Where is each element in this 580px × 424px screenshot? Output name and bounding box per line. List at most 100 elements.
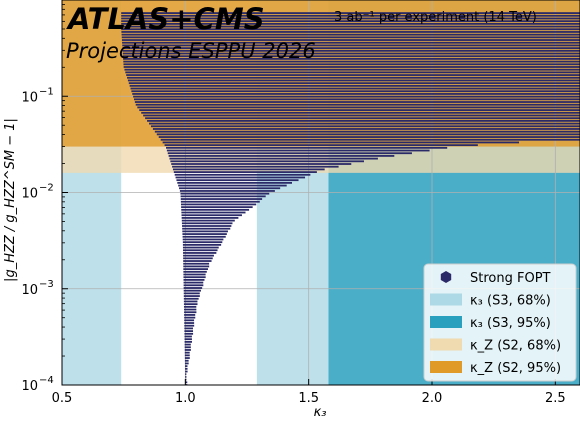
strong-fopt-point-strip-136	[121, 17, 580, 20]
strong-fopt-point-strip-64	[181, 211, 246, 214]
strong-fopt-point-strip-110	[130, 87, 580, 90]
strong-fopt-point-strip-90	[162, 141, 520, 144]
strong-fopt-point-strip-89	[164, 144, 478, 147]
strong-fopt-point-strip-97	[149, 122, 580, 125]
strong-fopt-point-strip-7	[185, 365, 188, 368]
strong-fopt-point-strip-54	[182, 238, 224, 241]
strong-fopt-point-strip-56	[182, 233, 227, 235]
strong-fopt-point-strip-117	[124, 68, 580, 71]
x-tick-label-4: 2.5	[545, 391, 566, 406]
chart-title: ATLAS+CMS	[66, 2, 265, 36]
strong-fopt-point-strip-2	[185, 378, 187, 381]
strong-fopt-point-strip-116	[125, 71, 580, 74]
strong-fopt-point-strip-95	[152, 128, 580, 130]
strong-fopt-point-strip-108	[132, 93, 580, 95]
legend: Strong FOPT κ₃ (S3, 68%) κ₃ (S3, 95%) κ_Z (…	[423, 263, 577, 382]
legend-label-2: κ₃ (S3, 95%)	[470, 316, 551, 331]
strong-fopt-point-strip-6	[185, 367, 188, 370]
strong-fopt-point-strip-79	[173, 171, 317, 173]
strong-fopt-point-strip-44	[183, 265, 210, 268]
strong-fopt-point-strip-65	[181, 208, 250, 211]
strong-fopt-point-strip-57	[182, 230, 228, 233]
strong-fopt-point-strip-11	[184, 354, 190, 357]
energy-annotation: 3 ab⁻¹ per experiment (14 TeV)	[334, 10, 537, 25]
strong-fopt-point-strip-115	[126, 74, 580, 76]
legend-label-4: κ_Z (S2, 95%)	[470, 361, 561, 376]
strong-fopt-point-strip-45	[183, 262, 210, 265]
strong-fopt-point-strip-61	[181, 219, 235, 222]
legend-swatch-4	[430, 361, 462, 373]
strong-fopt-point-strip-70	[180, 195, 266, 198]
strong-fopt-point-strip-104	[135, 103, 580, 106]
strong-fopt-point-strip-80	[172, 168, 325, 171]
strong-fopt-point-strip-94	[154, 130, 580, 133]
strong-fopt-point-strip-18	[184, 335, 192, 338]
strong-fopt-point-strip-37	[183, 284, 204, 287]
strong-fopt-point-strip-66	[181, 206, 253, 209]
strong-fopt-point-strip-1	[185, 381, 188, 384]
strong-fopt-point-strip-4	[185, 373, 187, 376]
strong-fopt-point-strip-43	[183, 268, 208, 271]
strong-fopt-point-strip-25	[184, 316, 196, 319]
strong-fopt-point-strip-103	[137, 106, 580, 109]
strong-fopt-point-strip-124	[122, 49, 580, 52]
strong-fopt-point-strip-49	[183, 252, 217, 254]
strong-fopt-point-strip-24	[184, 319, 195, 322]
strong-fopt-point-strip-100	[143, 114, 580, 117]
strong-fopt-point-strip-8	[184, 362, 189, 365]
strong-fopt-point-strip-26	[184, 314, 196, 316]
strong-fopt-point-strip-106	[133, 98, 580, 101]
strong-fopt-point-strip-73	[179, 187, 281, 190]
x-tick-label-1: 1.0	[175, 391, 196, 406]
strong-fopt-point-strip-53	[182, 241, 223, 244]
strong-fopt-point-strip-87	[166, 149, 430, 152]
strong-fopt-point-strip-85	[168, 155, 395, 157]
strong-fopt-point-strip-71	[180, 192, 270, 195]
strong-fopt-point-strip-129	[121, 36, 580, 39]
strong-fopt-point-strip-21	[184, 327, 193, 330]
axis-ticks: 0.5 1.0 1.5 2.0 2.510−410−310−210−1	[21, 4, 566, 406]
strong-fopt-point-strip-82	[171, 163, 352, 165]
strong-fopt-point-strip-121	[123, 58, 580, 60]
legend-box	[423, 263, 577, 382]
strong-fopt-point-strip-58	[182, 227, 231, 230]
y-tick-label-0: 10	[21, 379, 38, 394]
strong-fopt-point-strip-81	[172, 165, 339, 168]
strong-fopt-point-strip-138	[121, 12, 580, 14]
legend-swatch-1	[430, 293, 462, 306]
strong-fopt-point-strip-120	[123, 60, 580, 63]
y-axis-label: |g_HZZ / g_HZZ^SM − 1|	[3, 118, 18, 282]
strong-fopt-point-strip-36	[183, 287, 203, 289]
strong-fopt-point-strip-128	[121, 39, 580, 41]
strong-fopt-point-strip-28	[184, 308, 197, 311]
strong-fopt-point-strip-17	[184, 338, 192, 341]
strong-fopt-point-strip-9	[184, 359, 189, 362]
strong-fopt-point-strip-48	[183, 254, 214, 257]
x-tick-label-0: 0.5	[52, 391, 73, 406]
strong-fopt-point-strip-33	[183, 295, 200, 297]
legend-swatch-2	[430, 316, 462, 328]
strong-fopt-point-strip-41	[183, 273, 206, 276]
strong-fopt-point-strip-75	[177, 181, 292, 184]
strong-fopt-point-strip-59	[182, 225, 232, 227]
strong-fopt-point-strip-114	[127, 76, 580, 79]
strong-fopt-point-strip-10	[184, 357, 190, 359]
strong-fopt-point-strip-62	[181, 217, 239, 219]
strong-fopt-point-strip-29	[183, 305, 197, 308]
y-tick-label-1: 10	[21, 283, 38, 298]
strong-fopt-point-strip-74	[178, 184, 287, 187]
strong-fopt-point-strip-86	[167, 152, 412, 155]
strong-fopt-point-strip-22	[184, 324, 195, 327]
legend-swatch-3	[430, 338, 462, 351]
x-tick-label-2: 1.5	[298, 391, 319, 406]
strong-fopt-point-strip-47	[183, 257, 213, 260]
strong-fopt-point-strip-38	[183, 281, 204, 284]
strong-fopt-point-strip-50	[182, 249, 218, 252]
strong-fopt-point-strip-35	[183, 289, 201, 292]
y-tick-exp-2: −2	[39, 183, 54, 194]
strong-fopt-point-strip-42	[183, 270, 207, 273]
strong-fopt-point-strip-107	[133, 95, 580, 98]
strong-fopt-point-strip-63	[181, 214, 242, 217]
strong-fopt-points	[121, 12, 580, 385]
strong-fopt-point-strip-13	[184, 349, 191, 351]
